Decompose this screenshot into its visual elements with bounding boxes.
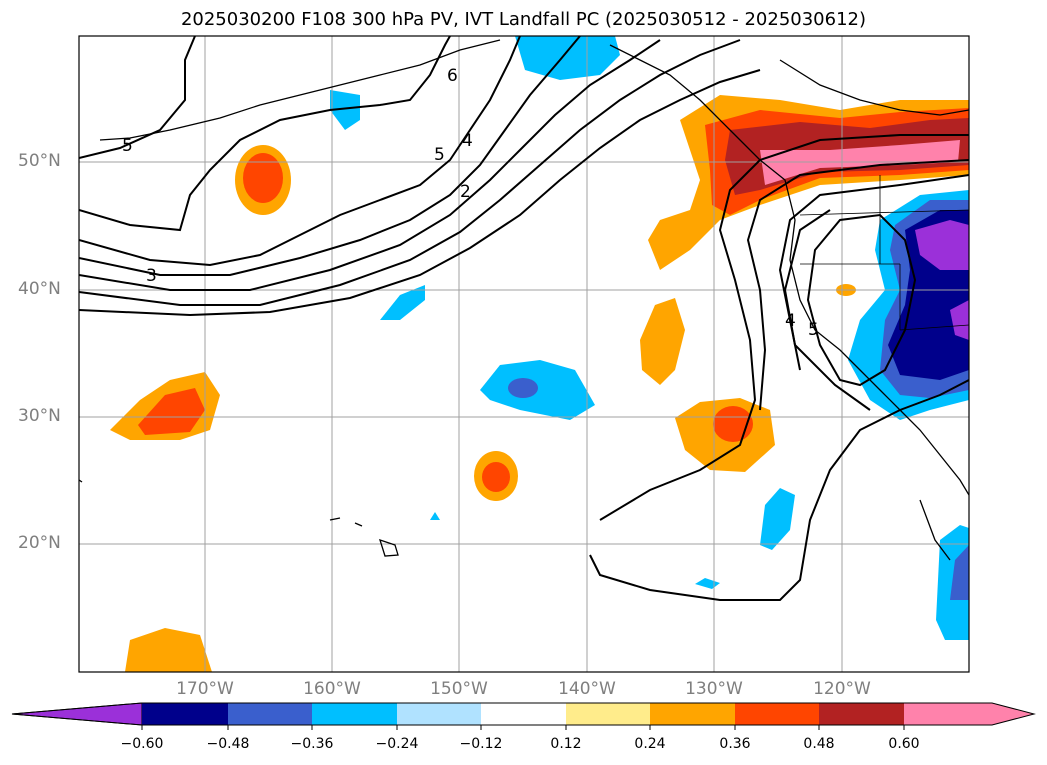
colorbar-tick: 0.12: [550, 736, 582, 752]
lon-label: 120°W: [813, 679, 871, 699]
contour-label: 5: [122, 136, 133, 156]
colorbar-tick: −0.36: [290, 736, 334, 752]
lat-label: 50°N: [18, 151, 61, 171]
lat-label: 40°N: [18, 279, 61, 299]
coastlines: [79, 39, 969, 561]
map-title: 2025030200 F108 300 hPa PV, IVT Landfall…: [180, 9, 867, 30]
colorbar-tick: −0.12: [459, 736, 503, 752]
contour-label: 5: [434, 145, 445, 165]
state-borders: [799, 175, 969, 331]
contour-label: 2: [460, 182, 471, 202]
lon-label: 160°W: [303, 679, 361, 699]
lat-label: 30°N: [18, 406, 61, 426]
map-content: 5 6 5 4 2 3 4 5: [79, 36, 969, 672]
lat-label: 20°N: [18, 533, 61, 553]
colorbar: [11, 702, 1036, 730]
colorbar-tick: 0.48: [803, 736, 835, 752]
colorbar-tick: −0.48: [206, 736, 250, 752]
lon-label: 130°W: [685, 679, 743, 699]
colorbar-tick: −0.60: [120, 736, 164, 752]
pv-contours: [79, 36, 969, 601]
colorbar-tick: 0.24: [634, 736, 666, 752]
contour-label: 5: [808, 320, 819, 340]
colorbar-tick: 0.36: [719, 736, 751, 752]
lon-label: 150°W: [430, 679, 488, 699]
lon-label: 170°W: [176, 679, 234, 699]
map-frame: [78, 35, 970, 673]
contour-label: 6: [447, 66, 458, 86]
colorbar-tick: −0.24: [375, 736, 419, 752]
colorbar-tick: 0.60: [888, 736, 920, 752]
pv-fill-positive: [110, 95, 969, 672]
lon-label: 140°W: [558, 679, 616, 699]
contour-label: 3: [146, 266, 157, 286]
contour-label: 4: [462, 131, 473, 151]
contour-label: 4: [785, 311, 796, 331]
pv-fill-negative: [330, 36, 969, 640]
contour-labels: 5 6 5 4 2 3 4 5: [122, 66, 819, 340]
